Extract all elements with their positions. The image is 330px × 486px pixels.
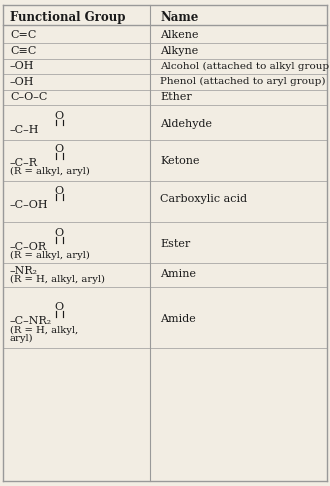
Text: C≡C: C≡C [10, 46, 36, 55]
Text: –C–R: –C–R [10, 158, 38, 168]
Text: C=C: C=C [10, 30, 36, 40]
Text: –OH: –OH [10, 77, 34, 87]
Text: –C–OR: –C–OR [10, 242, 47, 252]
Text: Carboxylic acid: Carboxylic acid [160, 194, 247, 204]
Text: Aldehyde: Aldehyde [160, 119, 212, 129]
Text: Ether: Ether [160, 92, 192, 102]
Text: O: O [55, 144, 64, 154]
Text: Phenol (attached to aryl group): Phenol (attached to aryl group) [160, 77, 326, 86]
Text: –C–H: –C–H [10, 125, 39, 135]
Text: O: O [55, 111, 64, 121]
Text: (R = H, alkyl,: (R = H, alkyl, [10, 326, 78, 335]
Text: O: O [55, 302, 64, 312]
Text: (R = alkyl, aryl): (R = alkyl, aryl) [10, 251, 90, 260]
Text: aryl): aryl) [10, 334, 34, 343]
Text: –C–OH: –C–OH [10, 200, 49, 209]
Text: –OH: –OH [10, 61, 34, 71]
Text: Alkyne: Alkyne [160, 46, 198, 55]
Text: Ester: Ester [160, 240, 190, 249]
Text: (R = alkyl, aryl): (R = alkyl, aryl) [10, 167, 90, 176]
Text: Alcohol (attached to alkyl group): Alcohol (attached to alkyl group) [160, 62, 330, 70]
Text: Amine: Amine [160, 269, 196, 278]
Text: O: O [55, 186, 64, 195]
Text: O: O [55, 228, 64, 238]
Text: (R = H, alkyl, aryl): (R = H, alkyl, aryl) [10, 275, 105, 283]
Text: Name: Name [160, 11, 198, 23]
Text: Amide: Amide [160, 314, 196, 324]
Text: Ketone: Ketone [160, 156, 200, 166]
Text: Alkene: Alkene [160, 30, 199, 40]
Text: –NR₂: –NR₂ [10, 266, 38, 276]
Text: –C–NR₂: –C–NR₂ [10, 316, 52, 326]
Text: Functional Group: Functional Group [10, 11, 125, 23]
Text: C–O–C: C–O–C [10, 92, 47, 102]
